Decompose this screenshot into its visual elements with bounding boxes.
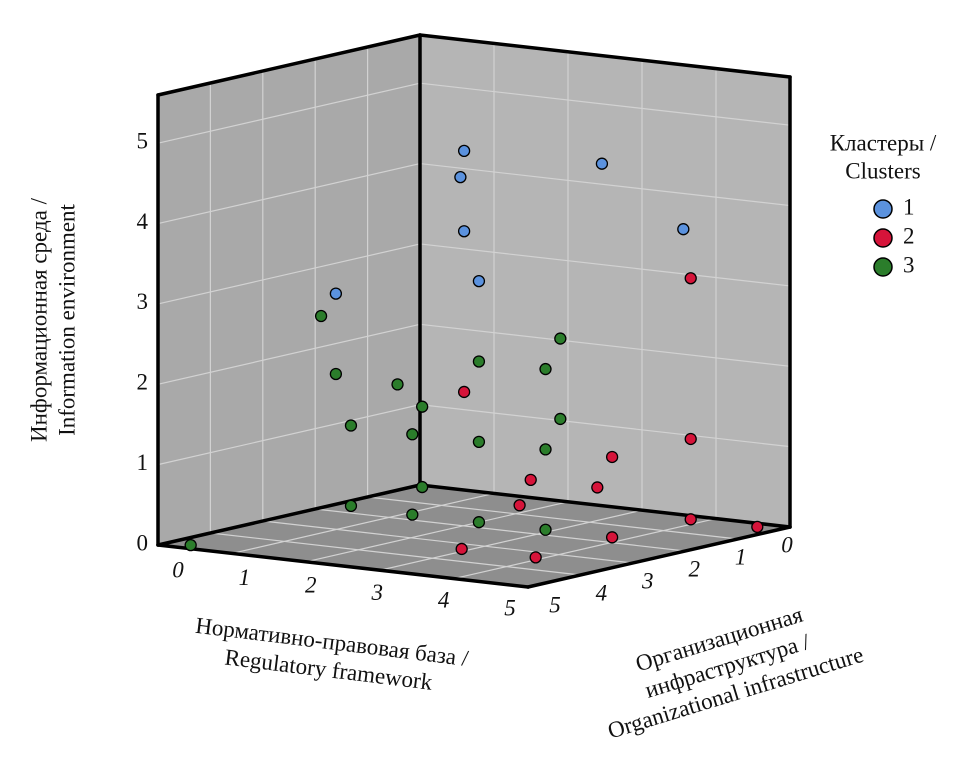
data-point [457, 144, 471, 158]
z-axis-title-line: Information environment [54, 203, 79, 435]
z-tick-label: 2 [137, 370, 149, 395]
legend-label: 3 [903, 252, 915, 277]
back-pane [420, 35, 790, 527]
data-point [472, 355, 486, 368]
data-point [677, 223, 690, 236]
data-point [406, 428, 419, 441]
y-tick-label: 1 [735, 544, 747, 569]
grid-line [210, 532, 581, 576]
z-tick-label: 0 [137, 530, 149, 555]
data-point [314, 309, 328, 323]
z-tick-label: 3 [137, 289, 149, 314]
data-point [329, 287, 343, 300]
z-tick-label: 5 [137, 128, 149, 153]
legend-marker [873, 199, 893, 219]
grid-line [419, 82, 791, 126]
data-point [684, 432, 697, 446]
grid-line [231, 492, 495, 554]
grid-line [157, 404, 421, 466]
data-point [684, 513, 697, 526]
data-point [554, 332, 567, 345]
data-point [455, 542, 468, 556]
data-point [595, 157, 609, 170]
data-point [524, 473, 537, 487]
data-point [605, 531, 619, 544]
data-point [605, 450, 619, 464]
data-point [684, 272, 697, 285]
grid-line [419, 243, 791, 287]
axis-edge [156, 33, 422, 97]
data-point [184, 538, 197, 552]
data-point [457, 225, 471, 238]
data-point [513, 499, 526, 512]
grid-line [157, 82, 421, 144]
grid-line [305, 501, 569, 563]
data-point [554, 412, 567, 426]
data-point [539, 362, 552, 376]
data-point [751, 520, 764, 534]
z-tick-label: 4 [137, 209, 149, 234]
data-point [457, 385, 471, 399]
legend-label: 2 [903, 223, 915, 248]
y-tick-label: 0 [781, 532, 793, 557]
grid-line [419, 404, 791, 448]
data-point [472, 435, 486, 448]
axis-edge [418, 33, 792, 79]
data-point [472, 274, 486, 288]
axis-edge [526, 525, 792, 589]
grid-line [157, 243, 421, 305]
data-point [454, 170, 467, 184]
x-tick-label: 0 [172, 557, 184, 582]
grid-line [367, 496, 738, 540]
legend-marker [873, 228, 893, 248]
grid-line [157, 162, 421, 225]
grid-line [419, 323, 791, 367]
data-point [344, 419, 358, 432]
x-tick-label: 5 [504, 595, 516, 620]
axis-edge [418, 483, 792, 529]
legend-title: Clusters [845, 158, 920, 183]
z-axis-title-line: Информационная среда / [26, 197, 51, 442]
grid-line [419, 162, 791, 207]
legend-title: Кластеры / [830, 130, 937, 155]
x-tick-label: 3 [370, 580, 383, 605]
grid-line [315, 508, 686, 552]
grid-line [453, 518, 717, 580]
z-tick-label: 1 [137, 450, 149, 475]
y-tick-label: 3 [641, 568, 654, 593]
data-point [539, 523, 552, 536]
grid-line [262, 520, 633, 564]
y-tick-label: 4 [596, 580, 608, 605]
legend-marker [873, 257, 893, 277]
y-tick-label: 2 [688, 556, 700, 581]
legend-label: 1 [903, 194, 915, 219]
z-axis-title: Информационная среда / Information enviro… [26, 197, 79, 442]
x-axis-title: Нормативно-правовая база /Regulatory fra… [194, 613, 470, 695]
axis-edge [156, 543, 530, 589]
data-point [329, 367, 343, 381]
grid-line [157, 323, 421, 385]
axis-edge [156, 483, 422, 547]
y-tick-label: 5 [549, 592, 561, 617]
data-point [529, 551, 542, 564]
x-tick-label: 4 [438, 588, 450, 613]
x-tick-label: 1 [239, 565, 251, 590]
x-tick-label: 2 [305, 572, 317, 597]
data-point [472, 516, 486, 529]
data-point [539, 443, 552, 456]
data-point [591, 481, 604, 494]
data-point [344, 499, 358, 513]
data-point [416, 480, 429, 494]
data-point [391, 378, 404, 391]
left-pane [158, 35, 420, 545]
data-point [416, 400, 429, 413]
data-point [406, 508, 419, 521]
grid-line [379, 509, 643, 571]
